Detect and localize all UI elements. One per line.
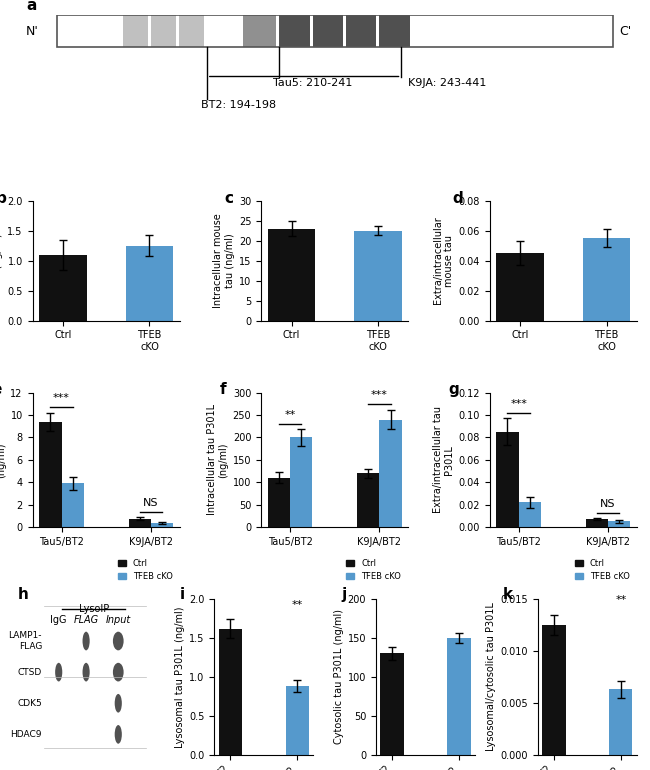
Text: ***: *** bbox=[53, 393, 70, 403]
Bar bbox=[268, 478, 290, 527]
Text: k: k bbox=[503, 587, 513, 601]
Y-axis label: Intracellular tau P301L
(ng/ml): Intracellular tau P301L (ng/ml) bbox=[207, 404, 229, 515]
Bar bbox=[129, 519, 151, 527]
Bar bbox=[519, 502, 541, 527]
FancyBboxPatch shape bbox=[346, 15, 376, 47]
Bar bbox=[496, 432, 519, 527]
Text: f: f bbox=[220, 382, 226, 397]
Text: CTSD: CTSD bbox=[18, 668, 42, 677]
Bar bbox=[608, 521, 630, 527]
FancyBboxPatch shape bbox=[148, 15, 151, 47]
Text: e: e bbox=[0, 382, 1, 397]
Ellipse shape bbox=[55, 663, 62, 681]
Legend: Ctrl, TFEB cKO: Ctrl, TFEB cKO bbox=[114, 555, 176, 584]
FancyBboxPatch shape bbox=[313, 15, 343, 47]
Text: C': C' bbox=[619, 25, 631, 38]
FancyBboxPatch shape bbox=[124, 15, 148, 47]
Y-axis label: Extracellular tau P301L
(ng/ml): Extracellular tau P301L (ng/ml) bbox=[0, 403, 6, 517]
Y-axis label: Lysosomal tau P301L (ng/ml): Lysosomal tau P301L (ng/ml) bbox=[175, 606, 185, 748]
Bar bbox=[268, 229, 315, 321]
FancyBboxPatch shape bbox=[204, 15, 243, 47]
Text: h: h bbox=[18, 587, 29, 601]
Y-axis label: Cytosolic tau P301L (ng/ml): Cytosolic tau P301L (ng/ml) bbox=[333, 609, 344, 745]
Text: N': N' bbox=[25, 25, 38, 38]
Bar bbox=[447, 638, 471, 755]
Text: j: j bbox=[341, 587, 346, 601]
Text: K9JA: 243-441: K9JA: 243-441 bbox=[408, 78, 486, 88]
Ellipse shape bbox=[83, 663, 90, 681]
FancyBboxPatch shape bbox=[410, 15, 613, 47]
FancyBboxPatch shape bbox=[57, 15, 124, 47]
Bar bbox=[583, 238, 630, 321]
FancyBboxPatch shape bbox=[309, 15, 313, 47]
Text: IgG: IgG bbox=[51, 614, 67, 624]
Text: NS: NS bbox=[600, 499, 616, 509]
FancyBboxPatch shape bbox=[279, 15, 309, 47]
FancyBboxPatch shape bbox=[276, 15, 279, 47]
Text: HDAC9: HDAC9 bbox=[10, 730, 42, 739]
Text: d: d bbox=[452, 191, 463, 206]
Text: i: i bbox=[179, 587, 185, 601]
Ellipse shape bbox=[83, 631, 90, 651]
Bar bbox=[354, 230, 402, 321]
Y-axis label: Extracellular mouse
tau (ng/ml): Extracellular mouse tau (ng/ml) bbox=[0, 212, 3, 310]
Y-axis label: Extra/intracellular tau
P301L: Extra/intracellular tau P301L bbox=[432, 407, 454, 514]
Y-axis label: Lysosomal/cytosolic tau P301L: Lysosomal/cytosolic tau P301L bbox=[486, 602, 496, 752]
Legend: Ctrl, TFEB cKO: Ctrl, TFEB cKO bbox=[343, 555, 404, 584]
Bar bbox=[218, 628, 242, 755]
Bar bbox=[357, 474, 380, 527]
Bar bbox=[39, 422, 62, 527]
Legend: Ctrl, TFEB cKO: Ctrl, TFEB cKO bbox=[571, 555, 633, 584]
Text: ***: *** bbox=[371, 390, 388, 400]
Text: CDK5: CDK5 bbox=[18, 698, 42, 708]
Bar bbox=[39, 255, 86, 321]
Text: ***: *** bbox=[510, 399, 527, 409]
FancyBboxPatch shape bbox=[179, 15, 204, 47]
FancyBboxPatch shape bbox=[376, 15, 379, 47]
Text: c: c bbox=[224, 191, 233, 206]
Bar bbox=[290, 437, 313, 527]
Bar bbox=[125, 246, 174, 321]
Text: BT2: 194-198: BT2: 194-198 bbox=[201, 100, 276, 110]
Bar bbox=[62, 484, 84, 527]
Bar bbox=[609, 689, 632, 755]
Y-axis label: Intracellular mouse
tau (ng/ml): Intracellular mouse tau (ng/ml) bbox=[213, 213, 235, 308]
Text: NS: NS bbox=[143, 497, 159, 507]
Ellipse shape bbox=[114, 725, 122, 744]
Text: LAMP1-
FLAG: LAMP1- FLAG bbox=[8, 631, 42, 651]
Bar bbox=[586, 519, 608, 527]
Text: b: b bbox=[0, 191, 6, 206]
Bar bbox=[151, 523, 174, 527]
Bar bbox=[542, 625, 566, 755]
Bar bbox=[380, 420, 402, 527]
Text: g: g bbox=[448, 382, 459, 397]
FancyBboxPatch shape bbox=[243, 15, 276, 47]
Text: Input: Input bbox=[106, 614, 131, 624]
Ellipse shape bbox=[113, 631, 124, 651]
Text: **: ** bbox=[292, 600, 303, 610]
Text: a: a bbox=[27, 0, 37, 13]
Ellipse shape bbox=[114, 694, 122, 712]
Bar bbox=[380, 654, 404, 755]
FancyBboxPatch shape bbox=[176, 15, 179, 47]
Text: LysoIP: LysoIP bbox=[79, 604, 110, 614]
Text: Tau5: 210-241: Tau5: 210-241 bbox=[273, 78, 352, 88]
FancyBboxPatch shape bbox=[343, 15, 346, 47]
FancyBboxPatch shape bbox=[151, 15, 176, 47]
Text: **: ** bbox=[615, 595, 627, 605]
FancyBboxPatch shape bbox=[379, 15, 410, 47]
Bar bbox=[285, 686, 309, 755]
Y-axis label: Extra/intracellular
mouse tau: Extra/intracellular mouse tau bbox=[432, 216, 454, 304]
Ellipse shape bbox=[113, 663, 124, 681]
Bar bbox=[496, 253, 544, 321]
Text: **: ** bbox=[285, 410, 296, 420]
Text: FLAG: FLAG bbox=[73, 614, 99, 624]
